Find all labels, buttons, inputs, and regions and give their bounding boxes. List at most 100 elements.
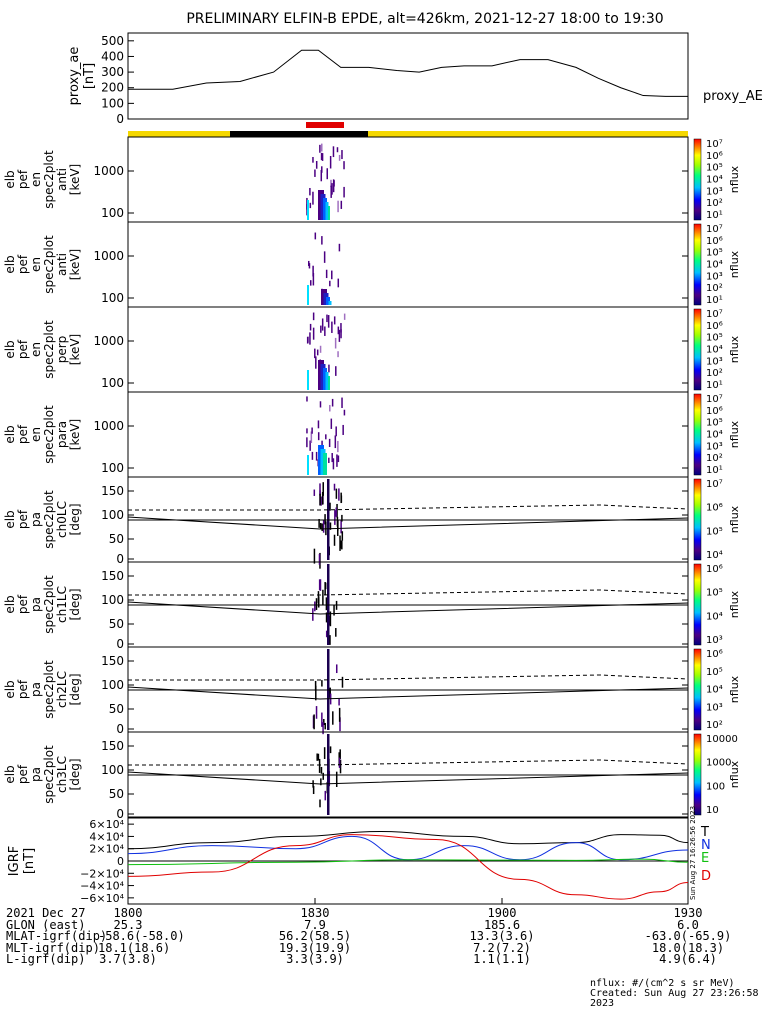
- flux-streak: [337, 351, 339, 358]
- flux-streak: [338, 698, 340, 706]
- label-mlt: MLT-igrf(dip): [6, 940, 100, 955]
- ylabel-line-3: pa: [29, 597, 43, 612]
- colorbar-tick: 1000: [706, 758, 731, 769]
- flux-streak: [341, 676, 344, 688]
- colorbar: 10⁶ 10⁵ 10⁴ 10³ nflux: [693, 563, 741, 646]
- flux-streak: [315, 356, 317, 369]
- flux-streak: [321, 712, 323, 727]
- ylabel-line-4: spec2plot: [42, 320, 56, 379]
- colorbar-label: nflux: [728, 250, 741, 278]
- igrf-ytick-label: 2×10⁴: [89, 843, 124, 856]
- ylabel-line-5: ch1LC: [55, 586, 69, 623]
- flux-edge: [307, 200, 309, 220]
- ae-series-line: [128, 49, 688, 97]
- flux-core: [323, 198, 327, 220]
- flux-streak: [333, 605, 335, 616]
- flux-streak: [317, 432, 320, 441]
- igrf-ytick-label: 4×10⁴: [89, 830, 124, 843]
- ylabel-line-2: pef: [16, 594, 30, 614]
- flux-streak: [313, 548, 316, 564]
- flux-streak: [328, 438, 331, 447]
- colorbar-tick: 10²: [706, 283, 723, 294]
- colorbar-tick: 10000: [706, 734, 738, 745]
- flux-streak: [313, 489, 316, 496]
- ylabel-line-6: [deg]: [68, 759, 82, 791]
- flux-streak: [332, 146, 335, 158]
- ylabel-line-1: elb: [3, 170, 17, 188]
- flux-streak: [325, 630, 328, 638]
- flux-streak: [339, 535, 341, 551]
- flux-streak: [317, 753, 320, 761]
- flux-streak: [332, 458, 335, 470]
- flux-streak: [330, 418, 333, 429]
- ytick-label: 1000: [93, 164, 124, 178]
- colorbar-tick: 10⁶: [706, 151, 723, 162]
- col1800-mlat: -58.6(-58.0): [98, 929, 185, 943]
- col1800-mlt: 18.1(18.6): [98, 940, 171, 955]
- colorbar-strip: [693, 733, 702, 816]
- flux-core: [325, 372, 329, 390]
- flux-streak: [317, 591, 320, 603]
- flux-edge: [307, 285, 309, 305]
- ylabel-line-5: ch0LC: [55, 501, 69, 538]
- flux-core: [323, 368, 327, 390]
- col1830-glon: 7.9: [304, 917, 326, 932]
- flux-streak: [309, 202, 312, 209]
- ytick-label: 100: [101, 461, 124, 475]
- ylabel-line-3: pa: [29, 767, 43, 782]
- colorbar-tick: 10¹: [706, 380, 723, 391]
- flux-streak: [309, 323, 312, 331]
- flux-streak: [329, 611, 332, 627]
- col1800-lshell: 3.7(3.8): [99, 952, 157, 966]
- flux-streak: [340, 492, 342, 504]
- ylabel-line-3: en: [29, 342, 43, 357]
- ytick-label: 50: [109, 702, 124, 716]
- igrf-N-line: [127, 835, 689, 861]
- ytick-label: 0: [116, 722, 124, 736]
- ylabel-line-1: elb: [3, 340, 17, 358]
- flux-streak: [335, 488, 338, 499]
- flux-streak: [341, 531, 344, 541]
- colorbar-strip: [693, 563, 702, 646]
- ytick-label: 50: [109, 532, 124, 546]
- ytick-label: 150: [101, 654, 124, 668]
- flux-streak: [310, 280, 312, 286]
- colorbar-tick: 10⁵: [706, 418, 723, 429]
- igrf-ytick-label: 6×10⁴: [89, 818, 124, 831]
- ae-ylabel-line-1: proxy_ae: [67, 47, 82, 106]
- colorbar-tick: 10⁴: [706, 260, 723, 271]
- igrf-lines: [127, 831, 689, 900]
- flux-streak: [321, 491, 324, 505]
- flux-streak: [341, 540, 343, 550]
- spectrogram-data: [306, 396, 346, 475]
- flux-streak: [343, 409, 346, 416]
- flux-streak: [327, 315, 330, 328]
- colorbar-strip: [693, 223, 702, 306]
- flux-streak: [336, 503, 338, 518]
- spectrogram-data: [312, 649, 344, 735]
- ae-ytick-label: 300: [101, 65, 124, 79]
- ephemeris-column-1900: 1900 185.6 13.3(3.6) 7.2(7.2) 1.1(1.1): [462, 907, 542, 966]
- flux-streak: [315, 451, 318, 461]
- flux-streak: [329, 404, 331, 412]
- ytick-label: 100: [101, 593, 124, 607]
- flux-streak: [335, 426, 337, 437]
- colorbar-tick: 10²: [706, 453, 723, 464]
- igrf-T-line: [127, 831, 689, 850]
- igrf-ylabel-line-1: IGRF: [7, 846, 22, 876]
- flux-streak: [315, 598, 318, 610]
- anti-loss-cone-line: [128, 674, 689, 681]
- flux-streak: [320, 152, 323, 161]
- ylabel-line-3: en: [29, 427, 43, 442]
- colorbar-tick: 10⁵: [706, 163, 723, 174]
